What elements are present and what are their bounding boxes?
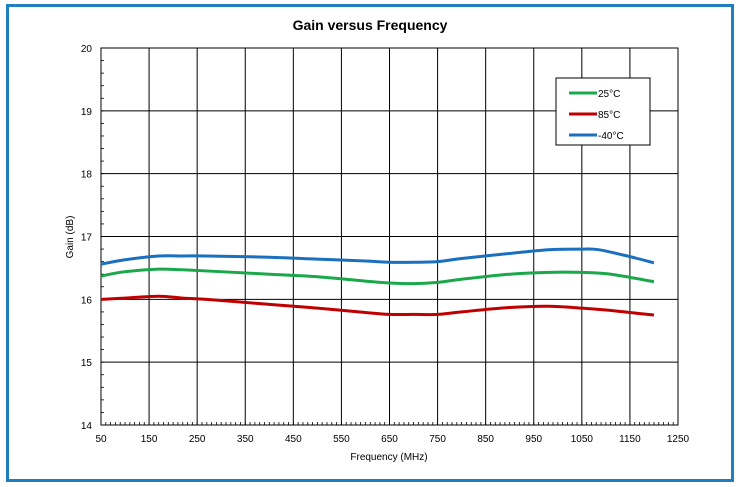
x-tick-label: 1150 <box>619 434 641 445</box>
x-tick-label: 450 <box>285 434 302 445</box>
y-tick-labels: 14 15 16 17 18 19 20 <box>81 44 93 432</box>
series-layer <box>100 247 655 317</box>
legend-label: 85°C <box>598 110 620 121</box>
y-tick-label: 20 <box>81 44 93 55</box>
series-line <box>100 294 655 317</box>
y-tick-label: 18 <box>81 170 93 181</box>
x-axis-title: Frequency (MHz) <box>350 452 427 463</box>
y-tick-label: 17 <box>81 233 93 244</box>
legend-label: 25°C <box>598 89 620 100</box>
y-axis-title: Gain (dB) <box>65 216 76 259</box>
x-tick-label: 150 <box>141 434 158 445</box>
series-line <box>100 247 655 266</box>
x-tick-label: 1250 <box>667 434 690 445</box>
x-tick-label: 950 <box>525 434 542 445</box>
y-tick-label: 19 <box>81 107 93 118</box>
x-tick-label: 50 <box>95 434 107 445</box>
x-tick-label: 1050 <box>571 434 594 445</box>
series-line <box>100 267 655 286</box>
x-tick-labels: 50 150 250 350 450 550 650 750 850 950 1050 1150 125… <box>95 434 689 445</box>
x-tick-label: 550 <box>333 434 350 445</box>
y-tick-label: 16 <box>81 295 93 306</box>
chart-title: Gain versus Frequency <box>293 17 448 33</box>
y-tick-label: 15 <box>81 358 93 369</box>
x-tick-label: 250 <box>189 434 206 445</box>
y-tick-label: 14 <box>81 421 93 432</box>
x-tick-label: 850 <box>477 434 494 445</box>
x-tick-label: 750 <box>429 434 446 445</box>
x-tick-label: 350 <box>237 434 254 445</box>
legend-label: -40°C <box>598 131 624 142</box>
legend: 25°C 85°C -40°C <box>555 77 651 146</box>
x-tick-label: 650 <box>381 434 398 445</box>
plot-border <box>100 47 679 426</box>
